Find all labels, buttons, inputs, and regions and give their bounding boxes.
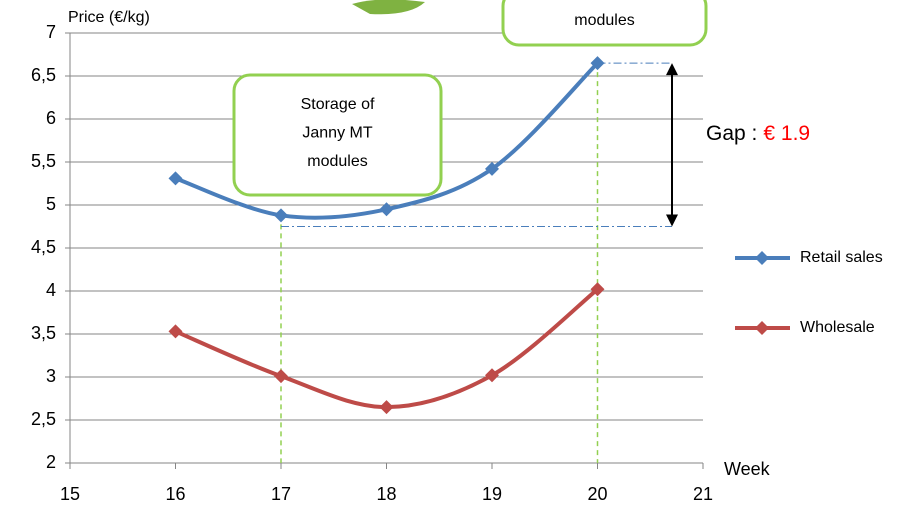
x-tick-label: 19	[482, 484, 502, 504]
y-tick-label: 4	[46, 280, 56, 300]
series-line	[174, 287, 599, 410]
marker	[274, 369, 288, 384]
y-tick-label: 6,5	[31, 65, 56, 85]
y-tick-label: 5	[46, 194, 56, 214]
marker	[274, 208, 288, 223]
y-axis-label: Price (€/kg)	[68, 9, 150, 26]
callout-text: modules	[307, 153, 367, 170]
y-tick-label: 2,5	[31, 409, 56, 429]
y-tick-label: 6	[46, 108, 56, 128]
marker	[379, 202, 394, 217]
marker	[379, 400, 394, 415]
callout-text: Janny MT	[302, 125, 372, 142]
legend-label: Wholesale	[800, 319, 875, 336]
marker	[168, 171, 183, 186]
y-tick-label: 5,5	[31, 151, 56, 171]
x-tick-label: 15	[60, 484, 80, 504]
x-tick-label: 17	[271, 484, 291, 504]
y-tick-label: 3,5	[31, 323, 56, 343]
top-image	[352, 0, 425, 15]
marker	[485, 368, 499, 383]
gap-value-label: € 1.9	[763, 122, 810, 145]
marker	[590, 282, 605, 297]
legend-label: Retail sales	[800, 249, 883, 266]
x-tick-label: 21	[693, 484, 713, 504]
legend-marker	[755, 251, 769, 265]
marker	[485, 161, 499, 176]
x-tick-label: 16	[165, 484, 185, 504]
gap-text-label: Gap :	[706, 122, 757, 145]
callout-text: Storage of	[301, 96, 375, 113]
x-tick-label: 18	[376, 484, 396, 504]
y-tick-label: 3	[46, 366, 56, 386]
marker	[590, 56, 605, 71]
x-tick-label: 20	[587, 484, 607, 504]
y-tick-label: 2	[46, 452, 56, 472]
x-axis-label: Week	[724, 459, 771, 479]
y-tick-label: 4,5	[31, 237, 56, 257]
marker	[168, 324, 183, 339]
legend-marker	[755, 321, 769, 335]
y-tick-label: 7	[46, 22, 56, 42]
gap-text: Gap : € 1.9	[706, 122, 810, 145]
callout-text: modules	[574, 12, 634, 29]
callout-box	[232, 73, 443, 197]
callout-box	[501, 0, 708, 47]
